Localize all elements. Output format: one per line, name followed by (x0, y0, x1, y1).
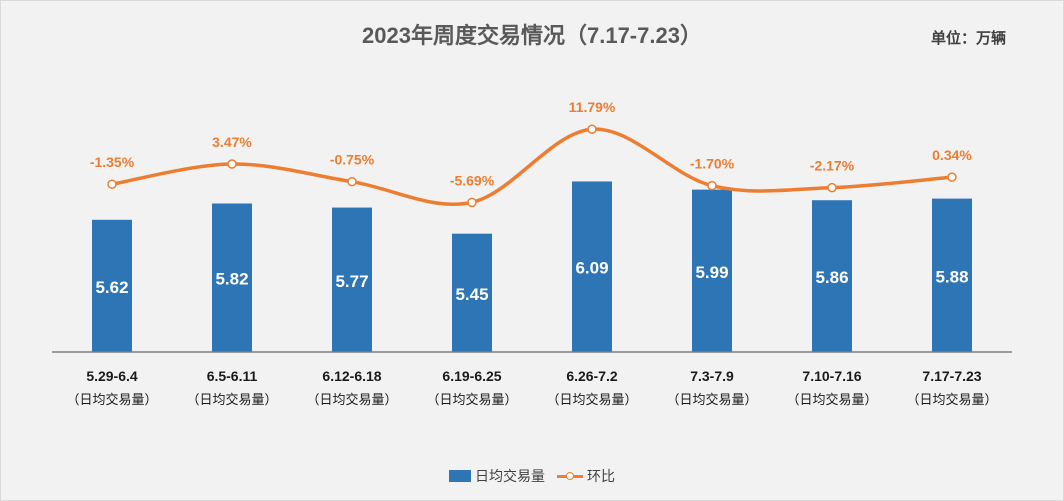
bar (212, 203, 252, 352)
bar-value-label: 5.86 (815, 268, 848, 287)
bar-value-label: 5.45 (455, 285, 488, 304)
chart-legend: 日均交易量 环比 (0, 466, 1064, 486)
x-tick-sublabel: （日均交易量） (186, 392, 277, 408)
line-point (227, 159, 237, 169)
bar-value-label: 5.77 (335, 272, 368, 291)
x-tick-label: 5.29-6.4 (86, 368, 138, 384)
bar-value-label: 5.99 (695, 263, 728, 282)
line-point (827, 182, 837, 193)
line-data-label: -1.35% (90, 154, 135, 170)
x-tick-label: 7.3-7.9 (690, 368, 734, 384)
line-data-label: 3.47% (212, 134, 252, 150)
legend-line-label: 环比 (587, 468, 615, 484)
x-tick-label: 7.17-7.23 (922, 368, 981, 384)
x-tick-sublabel: （日均交易量） (426, 392, 517, 408)
x-tick-label: 6.19-6.25 (442, 368, 501, 384)
bar-value-label: 5.88 (935, 267, 968, 286)
x-tick-sublabel: （日均交易量） (306, 392, 397, 408)
bar (932, 198, 972, 352)
series-line-mom (110, 127, 954, 207)
legend-item-bar: 日均交易量 (449, 466, 545, 486)
bar-value-label: 5.82 (215, 270, 248, 289)
legend-item-line: 环比 (557, 466, 615, 486)
line-point (707, 180, 717, 191)
bar-value-label: 5.62 (95, 278, 128, 297)
bar-value-label: 6.09 (575, 259, 608, 278)
x-tick-sublabel: （日均交易量） (546, 392, 637, 408)
line-point (947, 172, 957, 182)
line-data-label: 0.34% (932, 147, 972, 163)
line-data-label: -2.17% (810, 158, 855, 174)
x-tick-label: 7.10-7.16 (802, 368, 861, 384)
line-data-label: 11.79% (569, 99, 616, 115)
line-data-label: -1.70% (690, 156, 735, 172)
x-tick-label: 6.26-7.2 (566, 368, 618, 384)
line-point (107, 179, 117, 189)
line-point (347, 176, 357, 187)
x-tick-sublabel: （日均交易量） (906, 392, 997, 408)
x-tick-sublabel: （日均交易量） (786, 392, 877, 408)
line-point (587, 124, 597, 134)
bar (92, 219, 132, 352)
chart-title: 2023年周度交易情况（7.17-7.23） (362, 23, 702, 48)
x-tick-label: 6.12-6.18 (322, 368, 381, 384)
bar (332, 207, 372, 352)
x-tick-sublabel: （日均交易量） (66, 392, 157, 408)
bar (812, 200, 852, 352)
line-data-label: -0.75% (330, 152, 375, 168)
x-tick-label: 6.5-6.11 (207, 368, 258, 384)
bar (692, 189, 732, 352)
legend-bar-swatch (449, 470, 471, 482)
legend-bar-label: 日均交易量 (475, 468, 545, 484)
legend-line-swatch (557, 470, 583, 482)
line-data-label: -5.69% (450, 172, 495, 188)
unit-label: 单位：万辆 (930, 30, 1006, 47)
line-point (467, 197, 477, 208)
x-tick-sublabel: （日均交易量） (666, 392, 757, 408)
bar (452, 233, 492, 352)
bar (572, 181, 612, 352)
